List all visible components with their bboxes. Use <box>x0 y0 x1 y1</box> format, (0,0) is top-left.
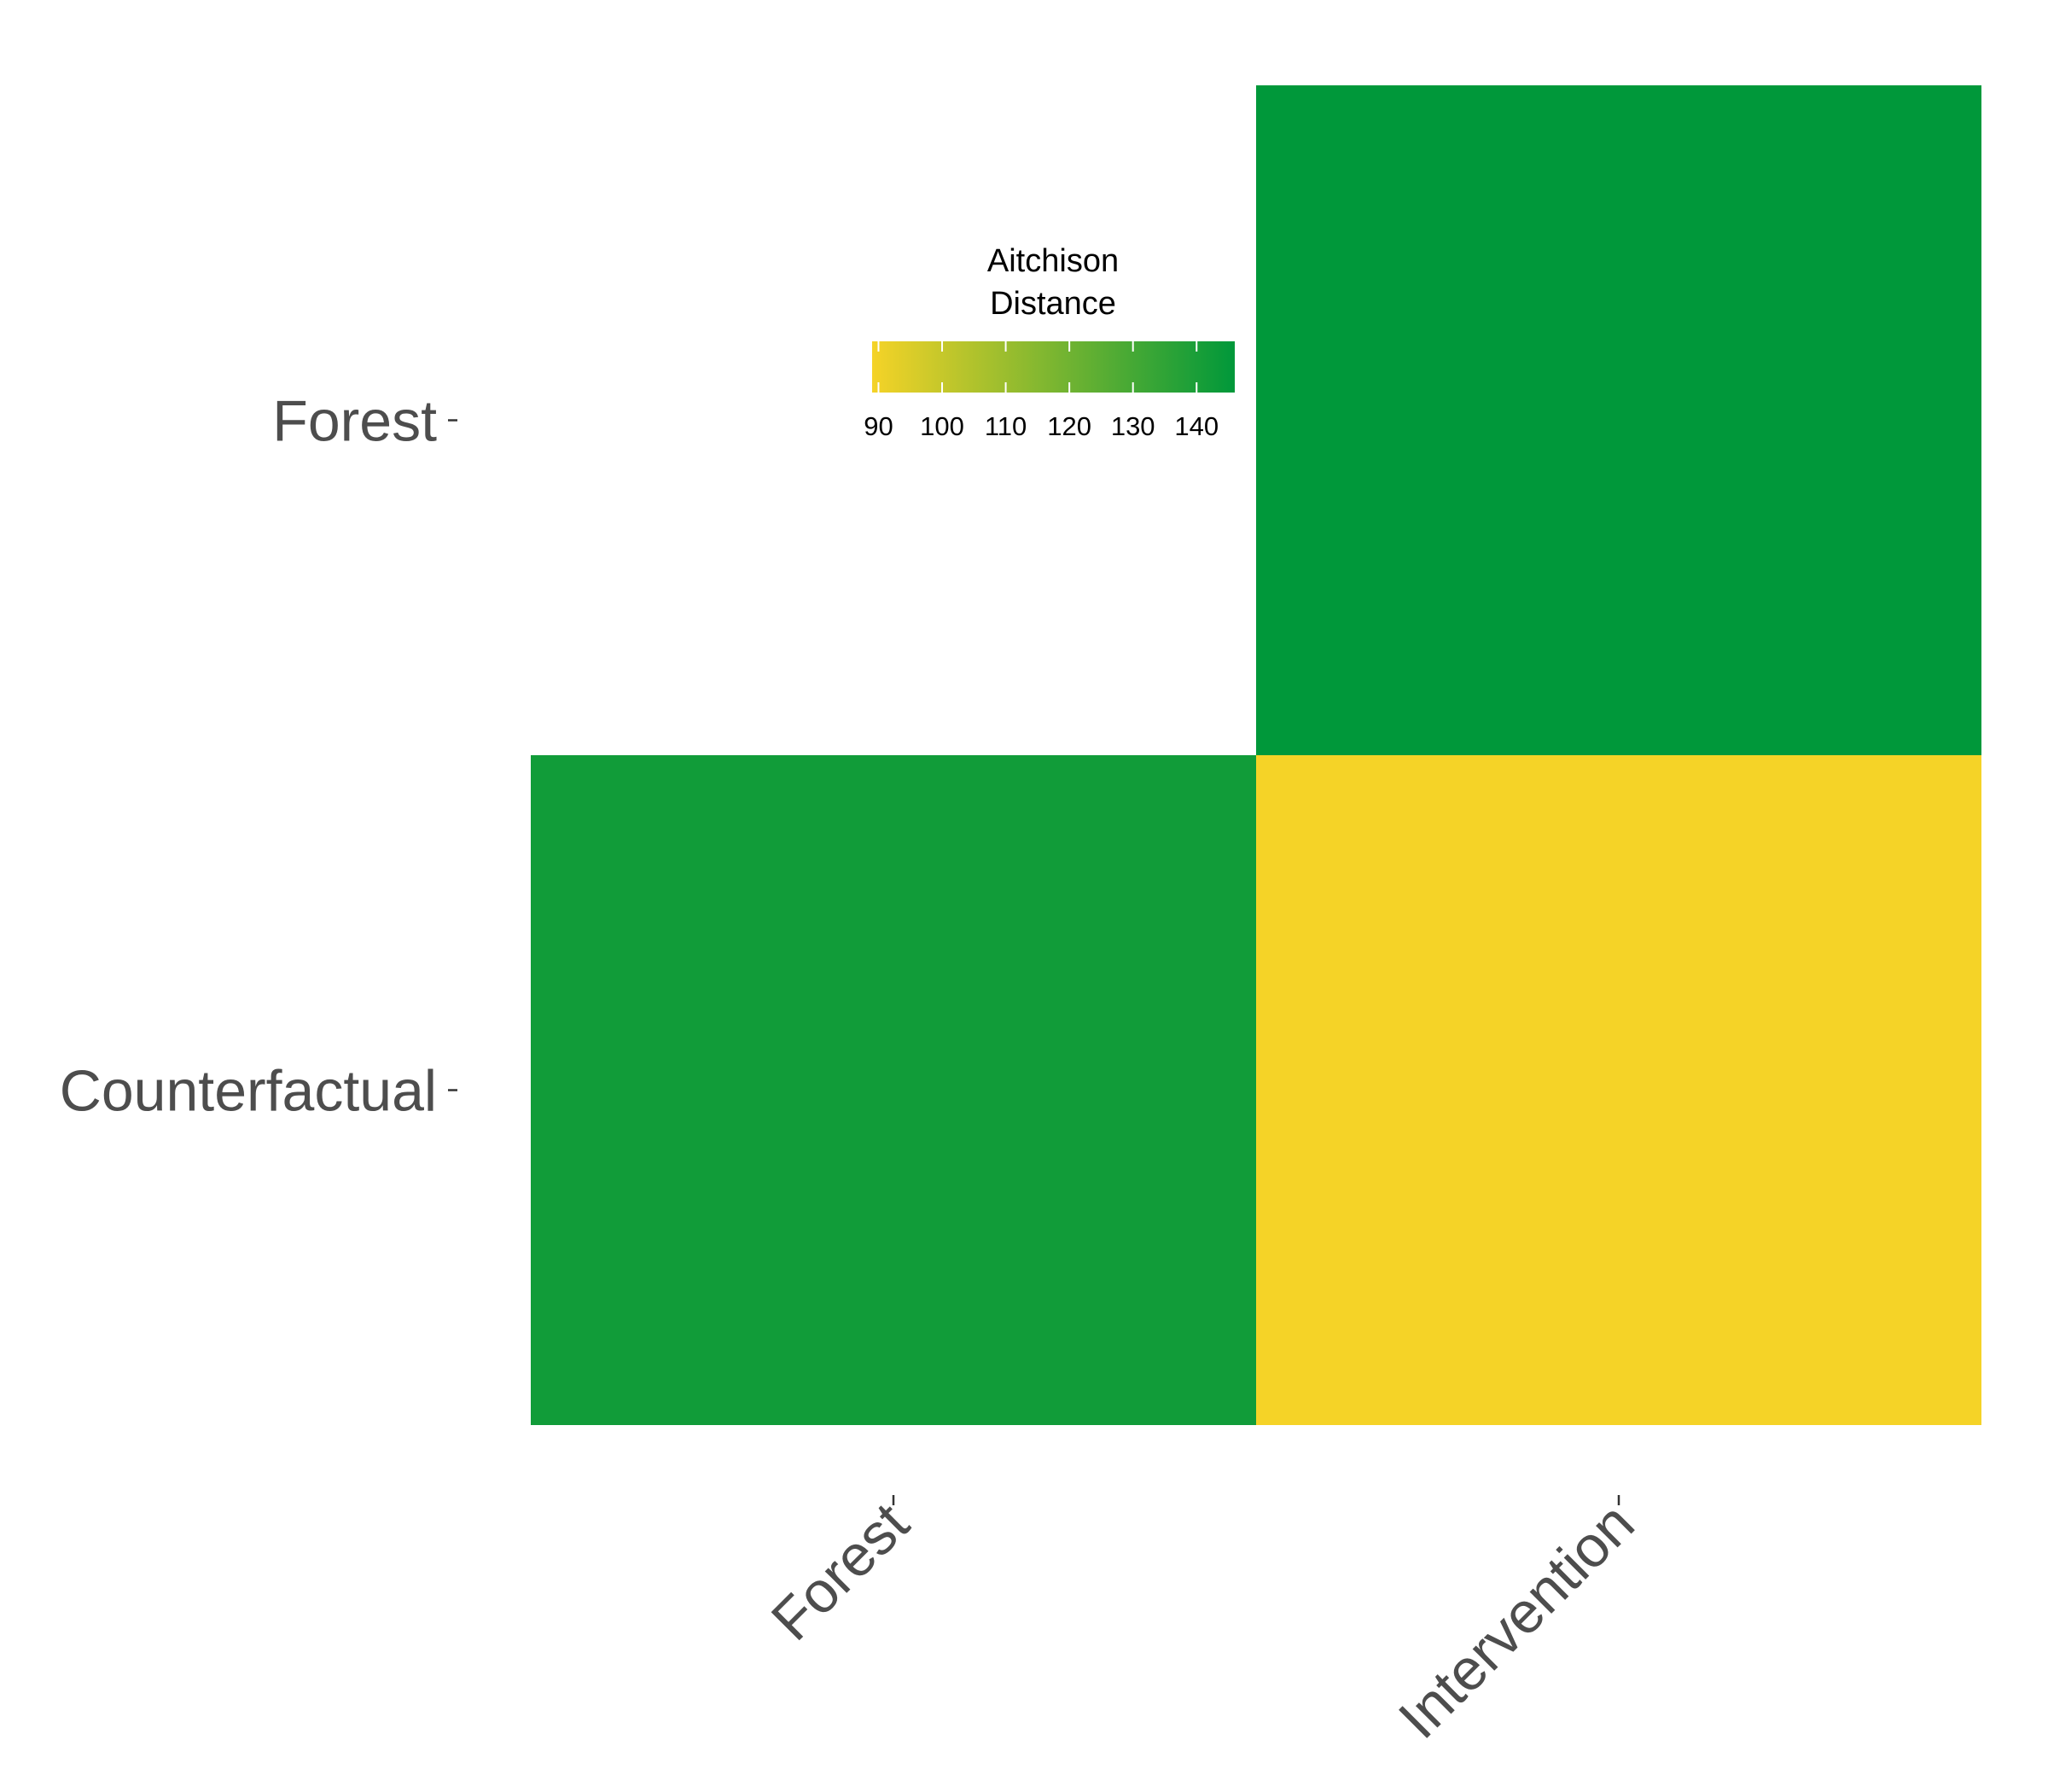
legend-colorbar <box>872 341 1235 393</box>
x-tick-label-forest: Forest <box>759 1491 922 1653</box>
legend-title-line-1: Aitchison <box>987 243 1119 279</box>
y-tick-label-counterfactual: Counterfactual <box>60 1059 437 1124</box>
legend-tick-label: 110 <box>985 411 1027 441</box>
heatmap-cell-counterfactual-forest <box>531 755 1256 1425</box>
heatmap-cell-counterfactual-intervention <box>1256 755 1981 1425</box>
legend-tick-label: 90 <box>864 411 893 441</box>
color-legend: Aitchison Distance 90 100 110 120 130 140 <box>864 243 1235 441</box>
heatmap-cells <box>531 85 1981 1425</box>
legend-tick-label: 130 <box>1111 411 1155 441</box>
heatmap-cell-forest-intervention <box>1256 85 1981 755</box>
legend-tick-label: 140 <box>1174 411 1219 441</box>
legend-tick-label: 100 <box>920 411 964 441</box>
y-tick-label-forest: Forest <box>272 389 437 454</box>
x-tick-label-intervention: Intervention <box>1387 1491 1647 1751</box>
legend-title-line-2: Distance <box>990 286 1116 322</box>
x-axis: Forest Intervention <box>759 1491 1647 1751</box>
legend-ticks: 90 100 110 120 130 140 <box>864 341 1219 441</box>
legend-tick-label: 120 <box>1047 411 1091 441</box>
y-axis: Forest Counterfactual <box>60 389 457 1124</box>
